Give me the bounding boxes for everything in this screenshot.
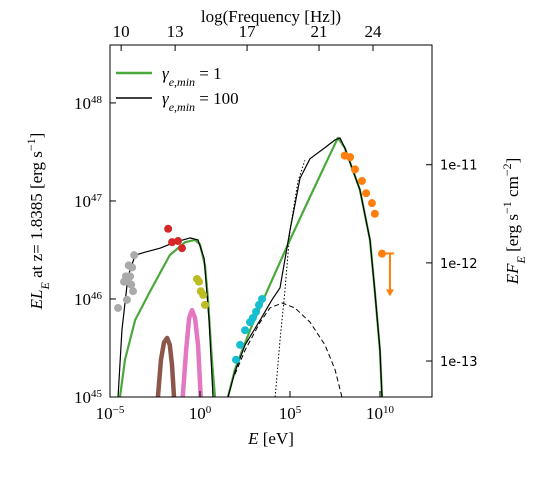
label-part: −2 <box>500 163 514 176</box>
data-point <box>350 165 359 174</box>
tick-exp: 46 <box>91 290 103 302</box>
label-part: e,min <box>169 75 195 89</box>
data-point <box>130 251 139 260</box>
tick-base: 10 <box>96 404 113 423</box>
x2-axis-label: log(Frequency [Hz]) <box>201 7 341 26</box>
x2-tick-label: 10 <box>113 22 130 41</box>
label-part: cm <box>503 176 522 201</box>
data-point <box>357 176 366 185</box>
data-point <box>346 153 355 162</box>
label-part: E <box>247 429 259 448</box>
tick-base: 10 <box>74 290 91 309</box>
x-tick-label: 10−5 <box>96 404 125 423</box>
label-part: = 1 <box>195 64 222 83</box>
y2-tick-label: 1e-11 <box>440 159 478 174</box>
label-part: [eV] <box>258 429 293 448</box>
x2-tick-label: 13 <box>167 22 184 41</box>
tick-base: 10 <box>366 404 383 423</box>
tick-base: 10 <box>279 404 296 423</box>
tick-exp: 47 <box>91 192 103 204</box>
data-point <box>231 355 240 364</box>
curve <box>274 160 306 397</box>
label-part: at z= 1.8385 [erg s <box>27 151 46 282</box>
y-tick-label: 1045 <box>74 388 103 407</box>
data-point <box>362 189 371 198</box>
data-point <box>122 295 131 304</box>
data-point <box>252 307 261 316</box>
tick-base: 10 <box>74 192 91 211</box>
tick-base: 10 <box>74 94 91 113</box>
curve <box>180 307 203 397</box>
tick-exp: 10 <box>383 404 395 416</box>
data-point <box>370 209 379 218</box>
plot-frame <box>109 44 433 398</box>
data-point <box>128 263 137 272</box>
x-tick-label: 100 <box>189 404 212 423</box>
data-point <box>126 272 135 281</box>
label-part: −1 <box>500 201 514 214</box>
data-point <box>168 238 177 247</box>
y2-tick-label: 1e-12 <box>440 257 478 272</box>
label-part: E <box>38 282 52 291</box>
label-part: [erg s <box>503 214 522 256</box>
label-part: −1 <box>24 138 38 151</box>
label-part: EF <box>503 263 522 285</box>
tick-exp: −5 <box>113 404 125 416</box>
tick-base: 10 <box>74 388 91 407</box>
x2-tick-label: 17 <box>239 22 257 41</box>
label-part: EL <box>27 290 46 311</box>
y-axis-label: ELE at z= 1.8385 [erg s−1] <box>24 133 52 311</box>
data-point <box>194 277 203 286</box>
plot-area <box>114 136 394 397</box>
y2-tick-label: 1e-13 <box>440 355 478 370</box>
label-part: e,min <box>169 100 195 114</box>
data-point <box>114 303 123 312</box>
label-part: γ <box>162 89 170 108</box>
legend-label: γe,min = 1 <box>162 64 222 89</box>
data-point <box>248 313 257 322</box>
data-point <box>367 199 376 208</box>
x-axis-label: E [eV] <box>247 429 294 448</box>
data-point <box>177 244 186 253</box>
curve <box>117 137 383 397</box>
data-point <box>378 249 387 258</box>
data-point <box>258 294 267 303</box>
data-point <box>241 326 250 335</box>
tick-exp: 48 <box>91 94 103 106</box>
tick-base: 10 <box>189 404 206 423</box>
label-part: log(Frequency [Hz]) <box>201 7 341 26</box>
data-point <box>201 300 210 309</box>
data-point <box>199 290 208 299</box>
y-tick-label: 1048 <box>74 94 103 113</box>
label-part: ] <box>27 133 46 139</box>
data-point <box>127 280 136 289</box>
x2-tick-label: 21 <box>311 22 328 41</box>
label-part: E <box>514 256 528 265</box>
data-point <box>173 237 182 246</box>
y-tick-label: 1046 <box>74 290 103 309</box>
curve <box>234 302 343 397</box>
tick-exp: 45 <box>91 388 103 400</box>
x-tick-label: 1010 <box>366 404 395 423</box>
data-point <box>254 300 263 309</box>
upper-limit-arrow <box>385 289 394 297</box>
label-part: γ <box>162 64 170 83</box>
legend-label: γe,min = 100 <box>162 89 239 114</box>
curve <box>155 335 177 397</box>
y-tick-label: 1047 <box>74 192 103 211</box>
data-point <box>129 287 138 296</box>
data-point <box>236 340 245 349</box>
y2-axis-label: EFE [erg s−1 cm−2] <box>500 158 528 286</box>
tick-exp: 5 <box>296 404 302 416</box>
tick-exp: 0 <box>206 404 212 416</box>
label-part: ] <box>503 158 522 164</box>
x2-tick-label: 24 <box>364 22 382 41</box>
x-tick-label: 105 <box>279 404 302 423</box>
data-point <box>164 224 173 233</box>
label-part: = 100 <box>195 89 239 108</box>
